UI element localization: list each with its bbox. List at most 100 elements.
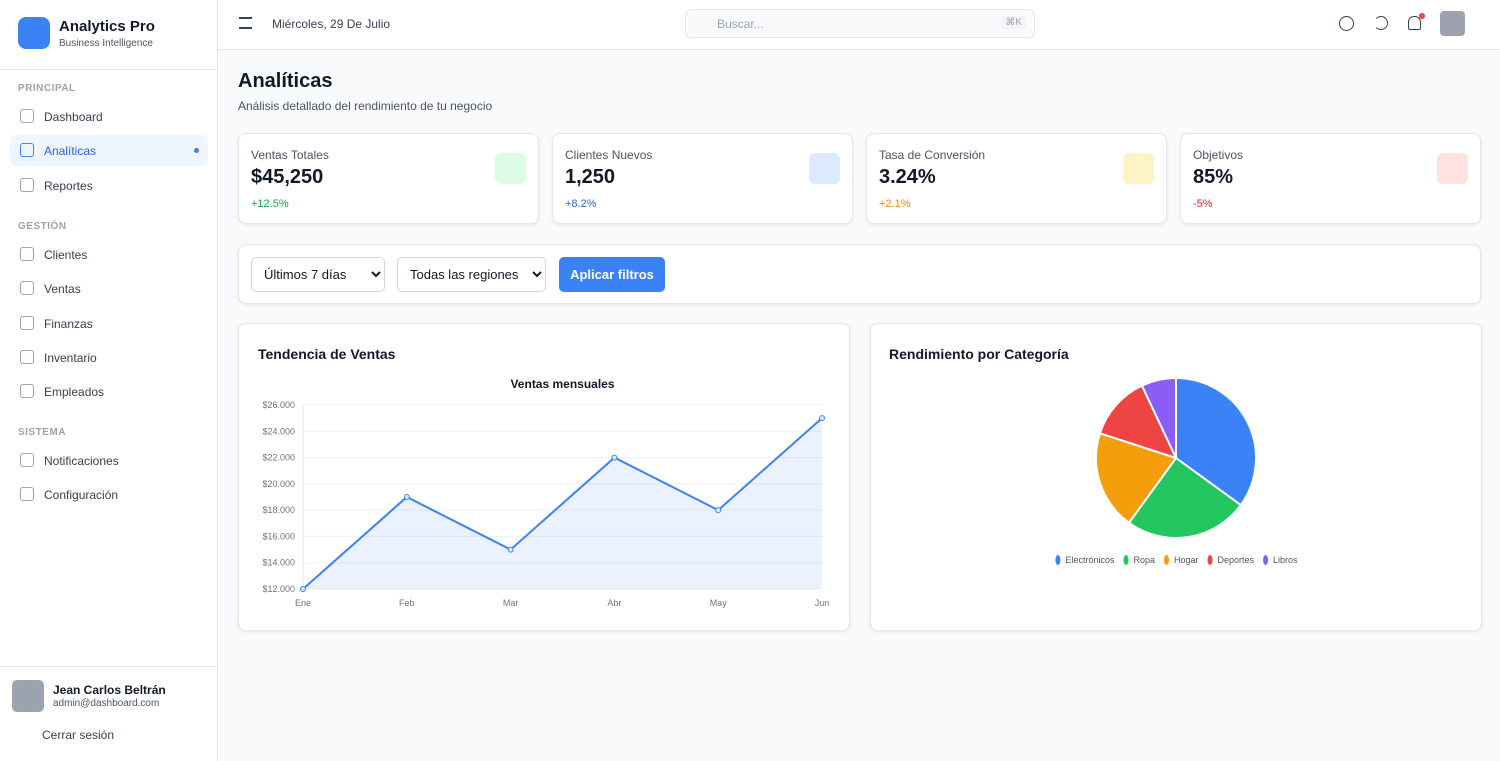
y-tick-label: $24.000 (262, 426, 295, 436)
stat-label: Clientes Nuevos (565, 148, 653, 162)
stat-card: Objetivos 85% -5% (1180, 133, 1481, 224)
x-tick-label: Ene (295, 598, 311, 608)
nav-item[interactable]: Finanzas (10, 308, 208, 339)
legend-label: Ropa (1133, 555, 1155, 565)
page-subtitle: Análisis detallado del rendimiento de tu… (238, 99, 493, 113)
avatar (12, 680, 44, 712)
stat-icon (809, 153, 840, 184)
y-tick-label: $18.000 (262, 505, 295, 515)
x-tick-label: Abr (607, 598, 621, 608)
legend-label: Libros (1273, 555, 1298, 565)
sidebar: Analytics Pro Business Intelligence PRIN… (0, 0, 218, 761)
point (403, 494, 410, 500)
pie-chart: Electrónicos Ropa Hogar Deportes Libros (1055, 376, 1298, 565)
language-button[interactable] (1339, 16, 1354, 31)
section-title: GESTIÓN (18, 221, 67, 232)
point (507, 546, 514, 553)
theme-button[interactable] (1374, 16, 1388, 30)
topbar: Miércoles, 29 De Julio Buscar... ⌘K (218, 0, 1500, 50)
page-title: Analíticas (238, 70, 333, 92)
pie-slice (1098, 384, 1178, 460)
y-tick-label: $14.000 (262, 558, 295, 568)
nav-label: Analíticas (44, 144, 97, 158)
nav-label: Reportes (44, 179, 93, 193)
stat-value: 3.24% (879, 166, 936, 188)
legend-swatch (1263, 555, 1269, 565)
brand-title: Analytics Pro (59, 18, 155, 35)
divider (0, 69, 218, 70)
nav-item[interactable]: Inventario (10, 342, 208, 373)
nav-item[interactable]: Configuración (10, 479, 208, 510)
stat-label: Ventas Totales (251, 148, 329, 162)
x-tick-label: Mar (503, 598, 519, 608)
nav-item[interactable]: Dashboard (10, 101, 208, 132)
stat-value: 1,250 (565, 166, 616, 188)
nav-item[interactable]: Notificaciones (10, 445, 208, 476)
stat-icon (495, 153, 526, 184)
shortcut: ⌘K (1001, 16, 1026, 29)
nav-label: Finanzas (44, 317, 93, 331)
line (302, 417, 823, 590)
logout[interactable]: Cerrar sesión (42, 728, 115, 742)
menu-button[interactable] (239, 17, 252, 29)
section-title: SISTEMA (18, 427, 66, 438)
nav-label: Inventario (44, 351, 97, 365)
x-tick-label: May (710, 598, 728, 608)
divider (0, 666, 218, 667)
search-placeholder: Buscar... (717, 17, 764, 31)
user-email: admin@dashboard.com (53, 698, 160, 709)
stat-change: +2.1% (879, 198, 911, 210)
notification-dot (1419, 13, 1425, 19)
stat-value: $45,250 (251, 166, 324, 188)
nav-label: Clientes (44, 248, 88, 262)
pie-slice (1127, 456, 1243, 539)
nav-label: Empleados (44, 385, 105, 399)
stat-label: Tasa de Conversión (879, 148, 986, 162)
nav-item[interactable]: Empleados (10, 376, 208, 407)
logo (18, 17, 50, 49)
legend-label: Deportes (1218, 555, 1255, 565)
card-title: Tendencia de Ventas (258, 346, 396, 362)
search-box[interactable]: Buscar... ⌘K (685, 9, 1035, 38)
chart-card: Tendencia de Ventas Ventas mensuales $12.… (238, 323, 850, 631)
stat-change: +12.5% (251, 198, 289, 210)
legend-swatch (1055, 555, 1061, 565)
nav-label: Configuración (44, 488, 119, 502)
notifications-button[interactable] (1408, 16, 1421, 30)
user-name: Jean Carlos Beltrán (53, 683, 166, 697)
filter-bar: Últimos 7 días Todas las regiones Aplica… (238, 244, 1481, 304)
nav-label: Notificaciones (44, 454, 119, 468)
nav-item[interactable]: Clientes (10, 239, 208, 270)
y-tick-label: $20.000 (262, 479, 295, 489)
nav-label: Dashboard (44, 110, 103, 124)
legend-swatch (1207, 555, 1213, 565)
nav-item[interactable]: Ventas (10, 273, 208, 304)
pie-slice (1095, 432, 1178, 525)
stat-card: Tasa de Conversión 3.24% +2.1% (866, 133, 1167, 224)
period-select[interactable]: Últimos 7 días (251, 257, 385, 292)
point (611, 454, 618, 461)
legend-label: Electrónicos (1065, 555, 1115, 565)
card-title: Rendimiento por Categoría (889, 346, 1069, 362)
line-chart: Ventas mensuales $12.000 $14.000 $16.000 $18… (262, 377, 829, 608)
stat-label: Objetivos (1193, 148, 1244, 162)
stat-card: Ventas Totales $45,250 +12.5% (238, 133, 539, 224)
stat-card: Clientes Nuevos 1,250 +8.2% (552, 133, 853, 224)
region-select[interactable]: Todas las regiones (397, 257, 546, 292)
nav-item[interactable]: Reportes (10, 170, 208, 201)
stat-change: +8.2% (565, 198, 597, 210)
apply-button[interactable]: Aplicar filtros (559, 257, 665, 292)
stat-change: -5% (1193, 198, 1213, 210)
point (300, 586, 306, 592)
section-title: PRINCIPAL (18, 83, 76, 94)
brand-subtitle: Business Intelligence (59, 38, 153, 49)
nav-item[interactable]: Analíticas (10, 135, 208, 166)
pie-slice (1140, 376, 1177, 459)
chart-card: Rendimiento por Categoría Electrónicos Ro… (870, 323, 1482, 631)
y-tick-label: $16.000 (262, 531, 295, 541)
y-tick-label: $22.000 (262, 453, 295, 463)
avatar-button[interactable] (1440, 11, 1465, 36)
legend-label: Hogar (1174, 555, 1199, 565)
